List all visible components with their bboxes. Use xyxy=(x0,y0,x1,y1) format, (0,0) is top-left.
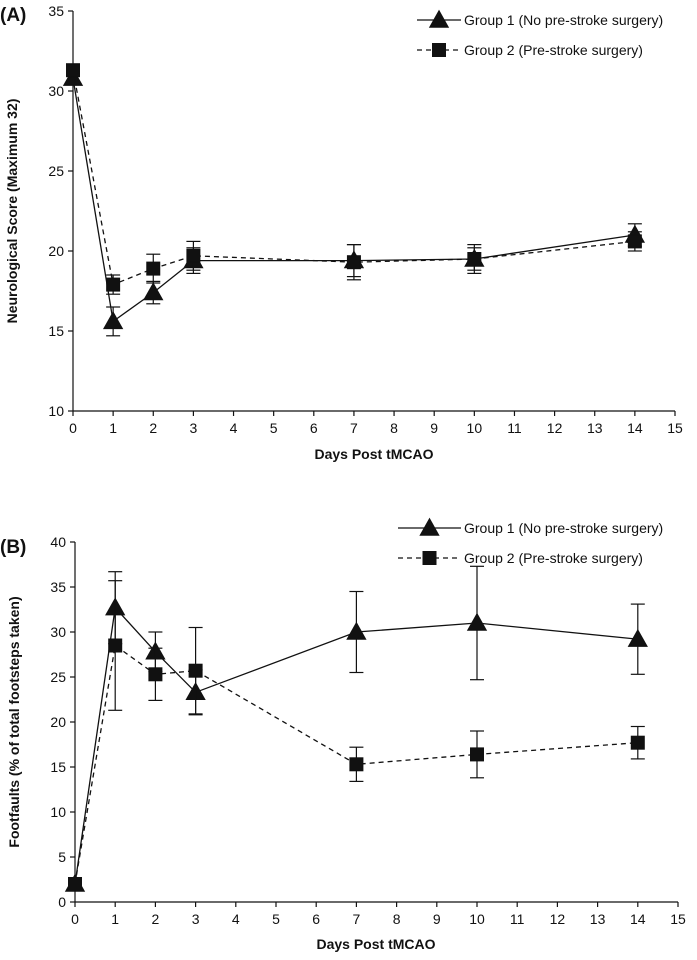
x-tick-label: 13 xyxy=(587,420,603,436)
x-tick-label: 5 xyxy=(272,911,280,927)
data-point-square xyxy=(108,638,123,653)
x-tick-label: 1 xyxy=(109,420,117,436)
legend-entry-1: Group 1 (No pre-stroke surgery) xyxy=(417,9,663,28)
x-tick-label: 15 xyxy=(670,911,686,927)
x-tick-label: 4 xyxy=(232,911,240,927)
legend-entry-2: Group 2 (Pre-stroke surgery) xyxy=(417,42,643,58)
y-tick-label: 15 xyxy=(48,323,64,339)
x-tick-label: 8 xyxy=(393,911,401,927)
x-tick-label: 5 xyxy=(270,420,278,436)
x-tick-label: 14 xyxy=(627,420,643,436)
data-point-triangle xyxy=(143,282,164,301)
y-tick-label: 10 xyxy=(48,403,64,419)
x-tick-label: 13 xyxy=(590,911,606,927)
legend-marker-square xyxy=(422,551,437,565)
y-tick-label: 25 xyxy=(50,669,66,685)
data-point-square xyxy=(148,667,163,682)
legend-entry-1: Group 1 (No pre-stroke surgery) xyxy=(398,517,663,536)
data-point-square xyxy=(146,261,161,276)
data-point-square xyxy=(186,248,201,263)
data-point-square xyxy=(188,663,203,678)
y-tick-label: 35 xyxy=(48,3,64,19)
x-tick-label: 4 xyxy=(230,420,238,436)
x-tick-label: 11 xyxy=(507,420,522,436)
x-tick-label: 7 xyxy=(353,911,361,927)
series-2 xyxy=(68,580,645,891)
y-tick-label: 10 xyxy=(50,804,66,820)
y-tick-label: 30 xyxy=(50,624,66,640)
series-1 xyxy=(62,67,646,337)
x-tick-label: 2 xyxy=(149,420,157,436)
x-axis-title: Days Post tMCAO xyxy=(316,936,435,952)
series-2 xyxy=(66,63,642,295)
data-point-square xyxy=(346,255,361,270)
x-tick-label: 8 xyxy=(390,420,398,436)
data-point-square xyxy=(630,735,645,750)
y-tick-label: 35 xyxy=(50,579,66,595)
x-tick-label: 11 xyxy=(510,911,525,927)
x-tick-label: 6 xyxy=(312,911,320,927)
y-tick-label: 30 xyxy=(48,83,64,99)
y-tick-label: 0 xyxy=(58,894,66,910)
x-tick-label: 3 xyxy=(192,911,200,927)
legend-label: Group 1 (No pre-stroke surgery) xyxy=(464,12,663,28)
x-tick-label: 14 xyxy=(630,911,646,927)
panel-label: (B) xyxy=(0,537,26,558)
y-tick-label: 20 xyxy=(50,714,66,730)
x-tick-label: 1 xyxy=(111,911,119,927)
data-point-square xyxy=(68,877,82,891)
legend-marker-triangle xyxy=(428,9,450,28)
x-axis-title: Days Post tMCAO xyxy=(314,446,433,462)
x-tick-label: 3 xyxy=(190,420,198,436)
data-point-square xyxy=(349,757,364,772)
y-tick-label: 40 xyxy=(50,534,66,550)
x-tick-label: 7 xyxy=(350,420,358,436)
x-tick-label: 0 xyxy=(69,420,77,436)
legend-marker-triangle xyxy=(419,517,440,536)
legend-label: Group 1 (No pre-stroke surgery) xyxy=(464,520,663,536)
y-tick-label: 25 xyxy=(48,163,64,179)
y-axis-title: Footfaults (% of total footsteps taken) xyxy=(6,596,22,847)
x-tick-label: 10 xyxy=(469,911,485,927)
data-point-triangle xyxy=(466,612,488,631)
x-tick-label: 12 xyxy=(547,420,563,436)
x-tick-label: 0 xyxy=(71,911,79,927)
x-tick-label: 9 xyxy=(430,420,438,436)
data-point-triangle xyxy=(346,621,367,640)
panel-label: (A) xyxy=(0,5,26,26)
data-point-square xyxy=(627,234,642,249)
x-tick-label: 9 xyxy=(433,911,441,927)
legend-entry-2: Group 2 (Pre-stroke surgery) xyxy=(398,550,643,566)
y-tick-label: 20 xyxy=(48,243,64,259)
y-tick-label: 5 xyxy=(58,849,66,865)
y-axis-title: Neurological Score (Maximum 32) xyxy=(4,99,20,324)
data-point-triangle xyxy=(102,311,124,330)
series-1 xyxy=(64,565,648,892)
data-point-square xyxy=(106,277,121,292)
legend-label: Group 2 (Pre-stroke surgery) xyxy=(464,42,643,58)
series-line xyxy=(72,78,635,323)
x-tick-label: 6 xyxy=(310,420,318,436)
legend-label: Group 2 (Pre-stroke surgery) xyxy=(464,550,643,566)
legend-marker-square xyxy=(432,43,446,57)
data-point-triangle xyxy=(627,628,648,647)
data-point-square xyxy=(470,747,484,762)
x-tick-label: 2 xyxy=(152,911,160,927)
x-tick-label: 10 xyxy=(467,420,483,436)
y-tick-label: 15 xyxy=(50,759,66,775)
data-point-square xyxy=(66,63,80,78)
x-tick-label: 12 xyxy=(550,911,566,927)
x-tick-label: 15 xyxy=(667,420,683,436)
data-point-square xyxy=(467,252,482,266)
